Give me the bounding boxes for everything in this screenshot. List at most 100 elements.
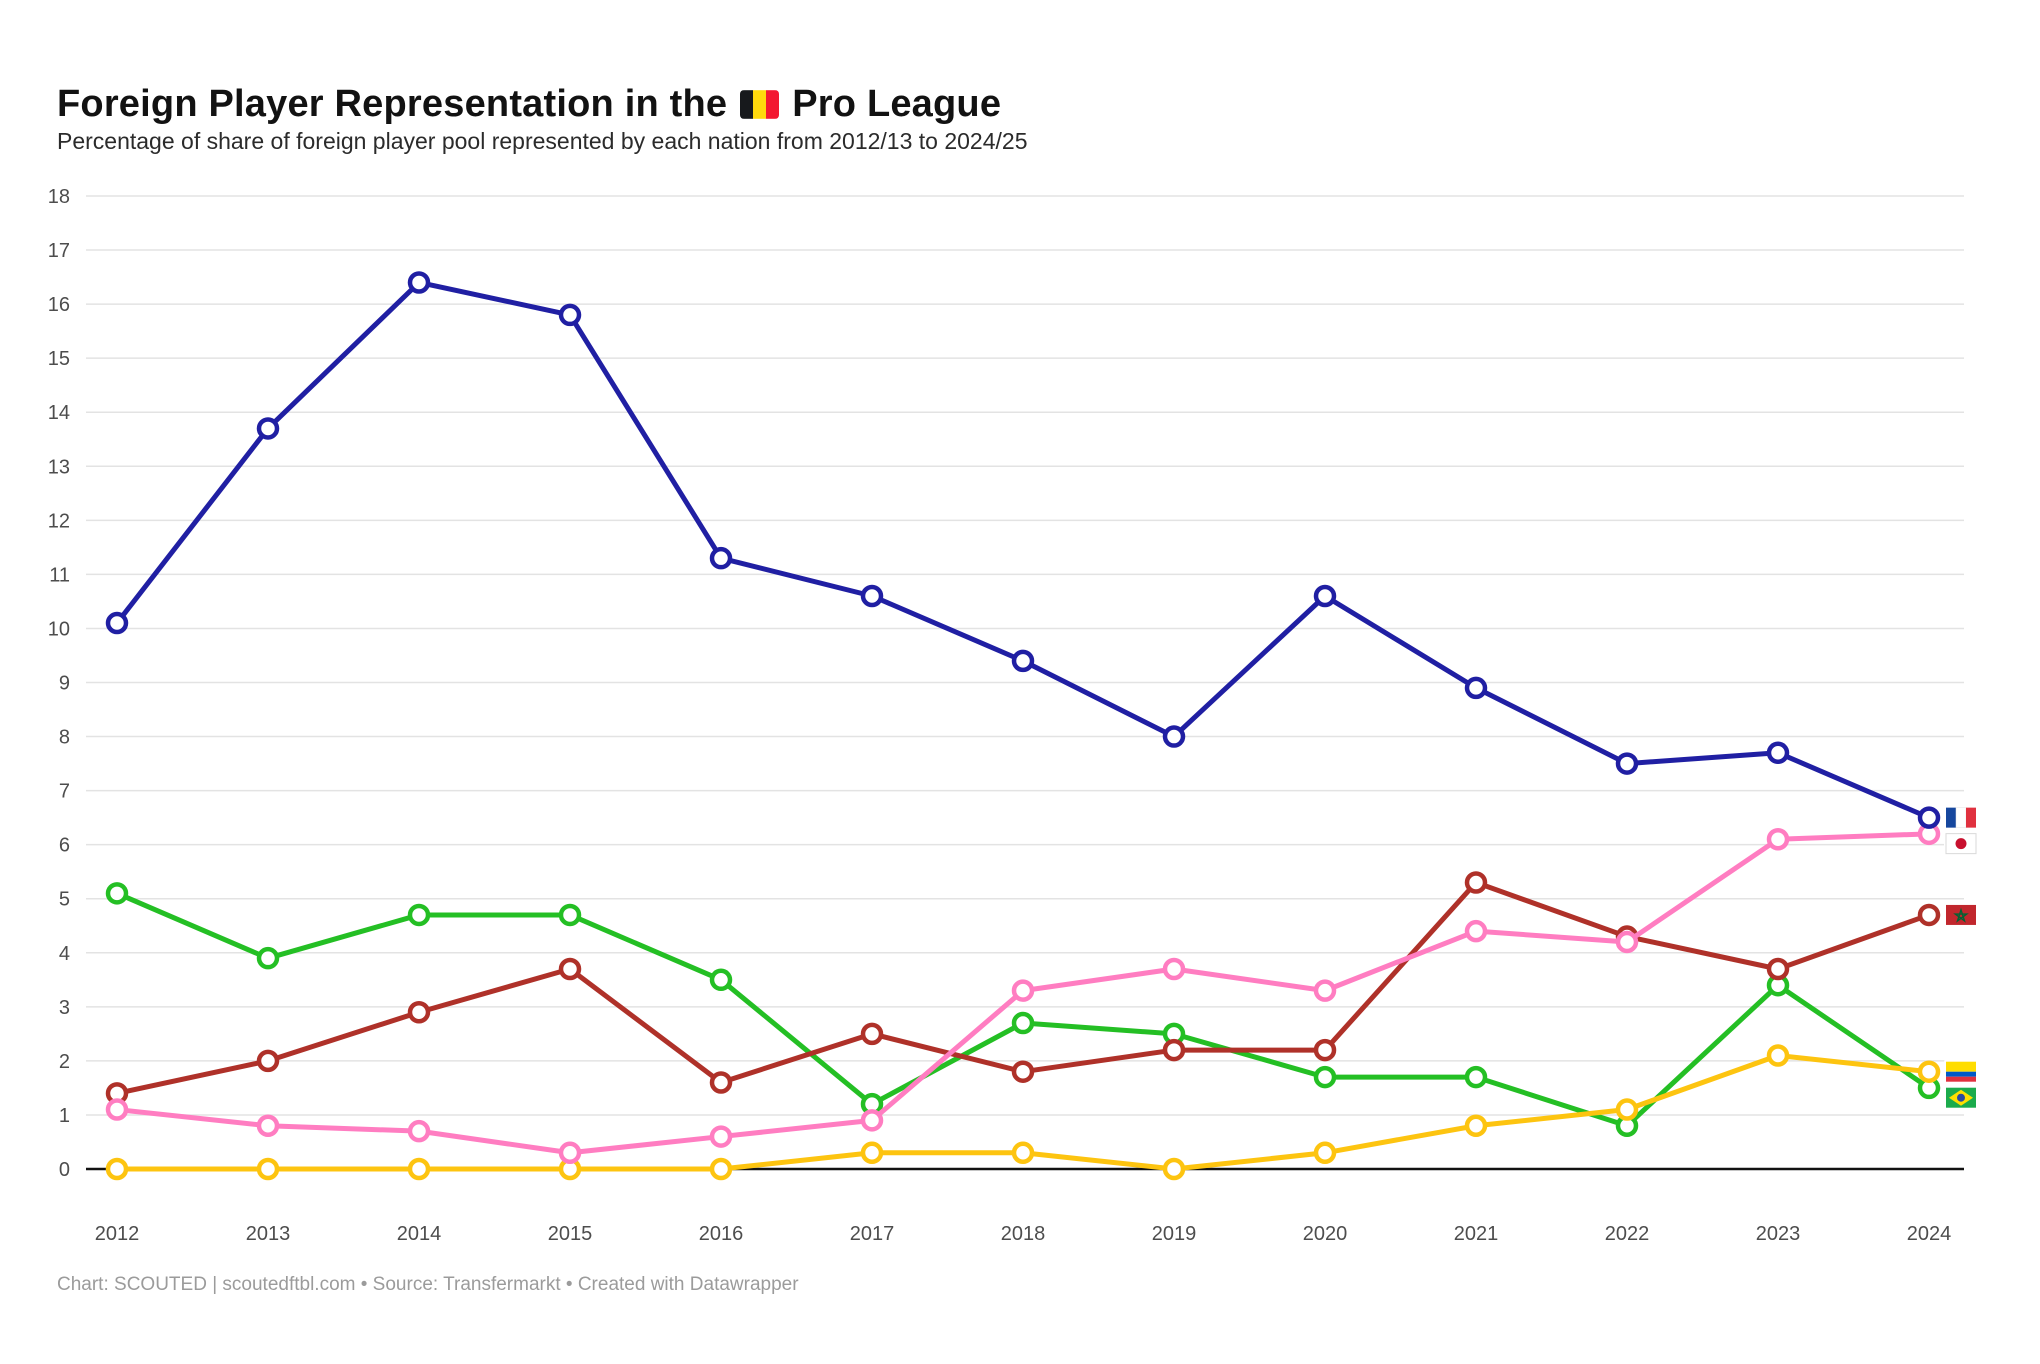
flag-japan-icon <box>1944 831 1978 856</box>
point-ecuador-2023[interactable] <box>1766 1044 1790 1067</box>
series-line-france <box>114 279 1932 821</box>
series-ecuador <box>105 1044 1941 1181</box>
point-brazil-2021[interactable] <box>1464 1065 1488 1089</box>
y-tick-label: 14 <box>48 402 70 424</box>
point-france-2020[interactable] <box>1313 584 1337 608</box>
point-ecuador-2021[interactable] <box>1464 1114 1488 1138</box>
belgium-flag-icon <box>740 90 780 120</box>
y-tick-label: 16 <box>48 294 70 316</box>
point-morocco-2019[interactable] <box>1162 1038 1186 1062</box>
point-morocco-2017[interactable] <box>860 1022 884 1046</box>
y-tick-label: 18 <box>48 186 70 208</box>
y-tick-label: 15 <box>48 348 70 370</box>
point-morocco-2024[interactable] <box>1917 903 1941 927</box>
x-tick-label: 2022 <box>1605 1223 1650 1245</box>
point-france-2019[interactable] <box>1162 725 1186 748</box>
point-ecuador-2013[interactable] <box>256 1157 280 1181</box>
point-japan-2021[interactable] <box>1464 919 1488 943</box>
x-tick-label: 2019 <box>1152 1223 1197 1245</box>
point-france-2017[interactable] <box>860 584 884 608</box>
point-france-2022[interactable] <box>1615 752 1639 775</box>
point-ecuador-2017[interactable] <box>860 1141 884 1165</box>
x-tick-label: 2023 <box>1756 1223 1801 1245</box>
x-tick-label: 2014 <box>397 1223 442 1245</box>
y-tick-label: 1 <box>59 1105 70 1127</box>
y-tick-label: 9 <box>59 673 70 695</box>
title-text-after-flag: Pro League <box>792 83 1002 126</box>
point-brazil-2018[interactable] <box>1011 1011 1035 1035</box>
y-tick-label: 0 <box>59 1159 70 1181</box>
series-japan <box>105 822 1941 1165</box>
flag-france-icon <box>1944 805 1978 830</box>
point-japan-2022[interactable] <box>1615 930 1639 954</box>
point-france-2013[interactable] <box>256 417 280 440</box>
y-tick-label: 11 <box>49 564 70 586</box>
point-japan-2014[interactable] <box>407 1119 431 1143</box>
y-tick-label: 7 <box>59 781 70 803</box>
point-japan-2013[interactable] <box>256 1114 280 1138</box>
point-morocco-2014[interactable] <box>407 1000 431 1024</box>
point-japan-2023[interactable] <box>1766 828 1790 851</box>
point-france-2023[interactable] <box>1766 741 1790 765</box>
point-japan-2015[interactable] <box>558 1141 582 1165</box>
point-france-2012[interactable] <box>105 611 129 635</box>
point-ecuador-2016[interactable] <box>709 1157 733 1181</box>
y-tick-label: 6 <box>59 835 70 857</box>
point-ecuador-2019[interactable] <box>1162 1157 1186 1181</box>
series-france <box>105 271 1941 829</box>
point-brazil-2012[interactable] <box>105 882 129 905</box>
point-ecuador-2018[interactable] <box>1011 1141 1035 1165</box>
point-brazil-2016[interactable] <box>709 968 733 992</box>
point-brazil-2015[interactable] <box>558 903 582 927</box>
point-morocco-2021[interactable] <box>1464 871 1488 894</box>
y-tick-label: 4 <box>59 943 70 965</box>
y-tick-label: 5 <box>59 889 70 911</box>
point-france-2016[interactable] <box>709 546 733 570</box>
point-ecuador-2012[interactable] <box>105 1157 129 1181</box>
series-line-brazil <box>114 890 1932 1129</box>
point-japan-2020[interactable] <box>1313 979 1337 1002</box>
point-france-2018[interactable] <box>1011 649 1035 673</box>
point-ecuador-2024[interactable] <box>1917 1060 1941 1083</box>
y-tick-label: 3 <box>59 997 70 1019</box>
point-japan-2019[interactable] <box>1162 957 1186 981</box>
x-tick-label: 2015 <box>548 1223 593 1245</box>
point-morocco-2015[interactable] <box>558 957 582 981</box>
point-brazil-2014[interactable] <box>407 903 431 927</box>
point-brazil-2020[interactable] <box>1313 1065 1337 1089</box>
point-france-2021[interactable] <box>1464 676 1488 700</box>
point-france-2014[interactable] <box>407 271 431 294</box>
y-tick-label: 2 <box>59 1051 70 1073</box>
y-tick-label: 10 <box>48 618 70 640</box>
point-morocco-2023[interactable] <box>1766 957 1790 981</box>
point-ecuador-2020[interactable] <box>1313 1141 1337 1165</box>
y-tick-label: 17 <box>48 240 70 262</box>
x-tick-label: 2024 <box>1907 1223 1952 1245</box>
x-axis-labels: 2012 2013 2014 2015 2016 2017 2018 2019 2020 2021… <box>95 1223 1952 1245</box>
point-morocco-2018[interactable] <box>1011 1060 1035 1083</box>
point-japan-2017[interactable] <box>860 1109 884 1132</box>
point-morocco-2016[interactable] <box>709 1071 733 1094</box>
point-brazil-2013[interactable] <box>256 946 280 970</box>
point-japan-2016[interactable] <box>709 1125 733 1148</box>
point-japan-2012[interactable] <box>105 1098 129 1121</box>
x-tick-label: 2013 <box>246 1223 291 1245</box>
point-morocco-2020[interactable] <box>1313 1038 1337 1062</box>
point-france-2024[interactable] <box>1917 806 1941 829</box>
y-tick-label: 12 <box>48 510 70 532</box>
point-france-2015[interactable] <box>558 303 582 327</box>
point-japan-2018[interactable] <box>1011 979 1035 1002</box>
point-ecuador-2014[interactable] <box>407 1157 431 1181</box>
flag-ecuador-icon <box>1944 1059 1978 1084</box>
x-tick-label: 2020 <box>1303 1223 1348 1245</box>
attribution-footer: Chart: SCOUTED | scoutedftbl.com • Sourc… <box>57 1274 799 1295</box>
x-tick-label: 2021 <box>1454 1223 1499 1245</box>
x-tick-label: 2017 <box>850 1223 895 1245</box>
point-ecuador-2022[interactable] <box>1615 1098 1639 1121</box>
y-tick-label: 13 <box>48 456 70 478</box>
chart-subtitle: Percentage of share of foreign player po… <box>57 128 1028 154</box>
point-morocco-2013[interactable] <box>256 1049 280 1073</box>
